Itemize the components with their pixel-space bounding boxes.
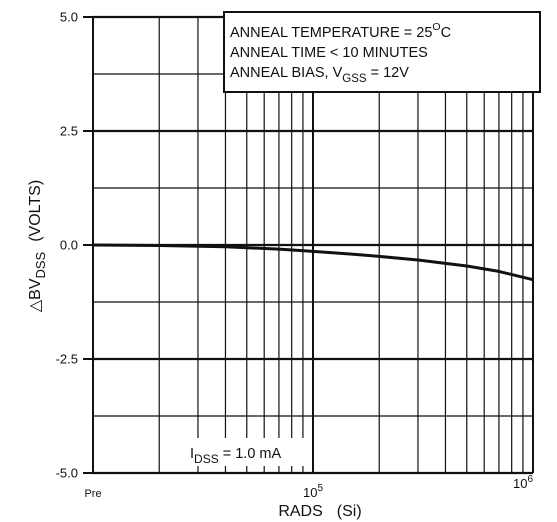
series-layer xyxy=(92,243,534,282)
annotation-box xyxy=(223,11,541,93)
condition-label-bg xyxy=(184,438,312,466)
y-tick-label: -2.5 xyxy=(56,352,78,367)
x-tick-label-1e5: 105 xyxy=(303,483,323,500)
condition-label: IDSS = 1.0 mA xyxy=(190,446,282,466)
y-tick-label: 0.0 xyxy=(60,238,78,253)
annotation-line-1: ANNEAL TEMPERATURE = 25OC xyxy=(230,21,451,41)
annotation-line-3: ANNEAL BIAS, VGSS = 12V xyxy=(230,65,409,85)
series-line xyxy=(92,243,534,282)
y-axis-title: △BVDSS(VOLTS) xyxy=(27,180,48,312)
y-tick-label: 5.0 xyxy=(60,10,78,25)
y-tick-label: -5.0 xyxy=(56,466,78,481)
x-axis-title: RADS (Si) xyxy=(278,503,361,520)
y-tick-labels: 5.0 2.5 0.0 -2.5 -5.0 xyxy=(56,10,78,481)
y-tick-label: 2.5 xyxy=(60,124,78,139)
x-tick-label-1e6: 106 xyxy=(513,474,533,491)
annotation-line-2: ANNEAL TIME < 10 MINUTES xyxy=(230,45,428,61)
x-tick-label-pre: Pre xyxy=(84,488,101,500)
